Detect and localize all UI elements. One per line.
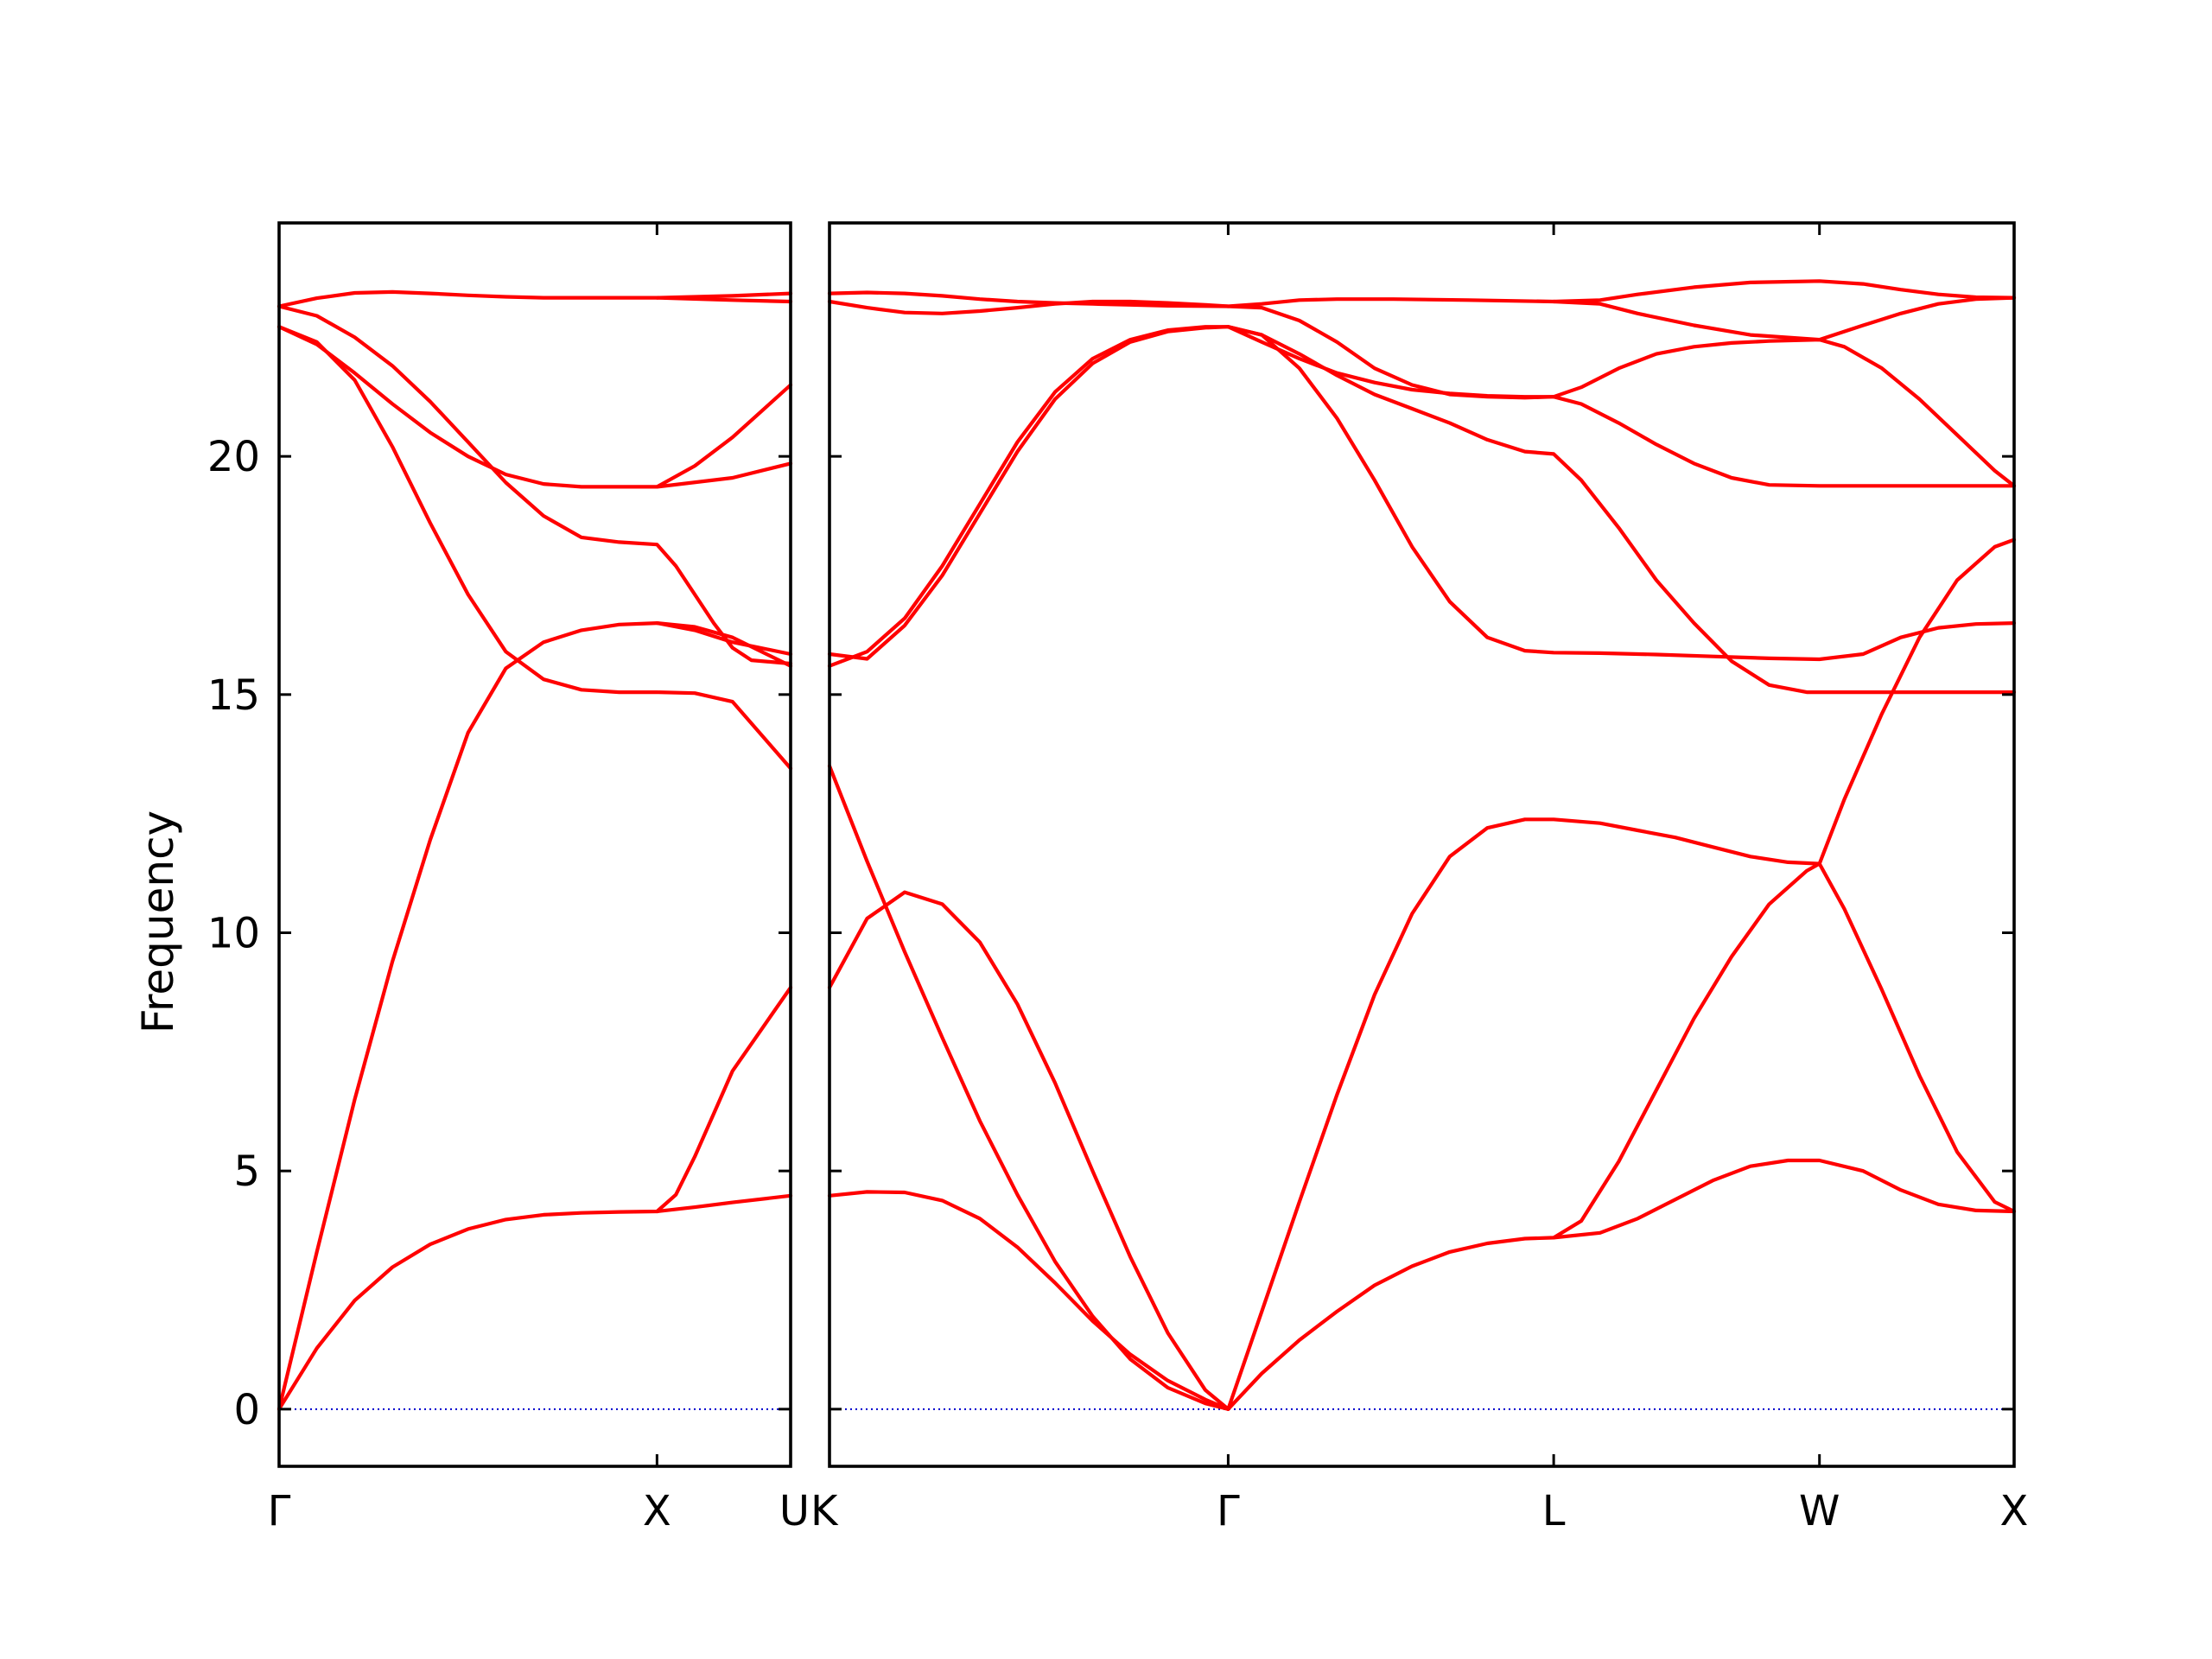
band-line-9 <box>655 985 793 1214</box>
band-line-3 <box>276 325 793 771</box>
y-tick-label: 15 <box>207 671 260 720</box>
band-line-7 <box>655 383 793 489</box>
x-tick-label: Γ <box>1217 1487 1240 1535</box>
band-line-1 <box>827 1190 1230 1411</box>
x-tick-label: L <box>1542 1487 1566 1535</box>
x-tick-label: X <box>643 1487 671 1535</box>
band-line-4 <box>276 325 793 489</box>
panels-layer: 0 5 10 15 20 Γ X U K Γ L W X <box>207 221 2029 1535</box>
panel-gamma-x-u: 0 5 10 15 20 Γ X U <box>207 221 810 1535</box>
band-line-8 <box>655 621 793 668</box>
band-line-13 <box>827 299 1556 400</box>
panel-frame <box>277 221 792 1468</box>
band-line-15 <box>1552 296 2017 342</box>
y-tick-label: 0 <box>233 1386 260 1434</box>
panel-frame <box>828 221 2016 1468</box>
band-line-5 <box>276 304 793 666</box>
band-line-8 <box>827 325 1230 661</box>
band-line-11 <box>1226 325 2017 488</box>
x-tick-label: W <box>1799 1487 1840 1535</box>
y-tick-label: 10 <box>207 909 260 957</box>
band-line-5 <box>1226 817 2017 1411</box>
x-tick-label: K <box>810 1487 839 1535</box>
y-axis-label: Frequency <box>133 810 183 1033</box>
x-tick-label: U <box>779 1487 810 1535</box>
band-line-7 <box>827 325 1230 668</box>
band-line-3 <box>827 890 1230 1411</box>
band-line-2 <box>827 764 1230 1411</box>
band-line-2 <box>276 621 793 1411</box>
band-line-14 <box>827 279 2017 308</box>
y-tick-label: 5 <box>233 1147 260 1196</box>
band-line-10 <box>655 296 793 304</box>
band-line-9 <box>1226 325 2017 695</box>
band-line-10 <box>1226 325 2017 662</box>
x-tick-label: Γ <box>268 1487 291 1535</box>
band-line-6 <box>1552 537 2017 1240</box>
labels-layer: Frequency <box>133 810 183 1033</box>
band-line-12 <box>1552 338 2017 488</box>
band-line-4 <box>1226 1158 2017 1411</box>
y-tick-label: 20 <box>207 433 260 481</box>
x-tick-label: X <box>2000 1487 2029 1535</box>
band-line-1 <box>276 1193 793 1411</box>
